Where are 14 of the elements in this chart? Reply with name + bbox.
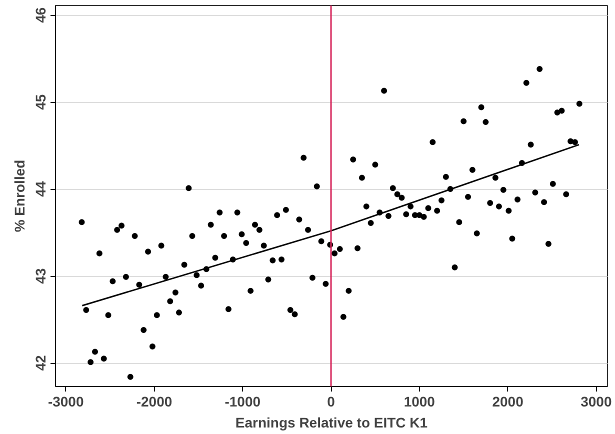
y-tick-label: 45 [32,94,48,110]
x-tick-label: -1000 [224,394,261,410]
y-tick-label: 44 [32,181,48,197]
x-axis-title: Earnings Relative to EITC K1 [235,414,428,430]
x-tick-label: 0 [327,394,336,410]
y-tick-label: 43 [32,268,48,284]
y-tick-label: 42 [32,355,48,371]
x-tick-label: -3000 [48,394,84,410]
x-tick-label: -2000 [136,394,172,410]
x-tick-label: 3000 [580,394,612,410]
x-tick-label: 2000 [492,394,524,410]
y-tick-label: 46 [32,7,48,23]
y-axis-title: % Enrolled [12,160,28,232]
x-tick-label: 1000 [404,394,436,410]
